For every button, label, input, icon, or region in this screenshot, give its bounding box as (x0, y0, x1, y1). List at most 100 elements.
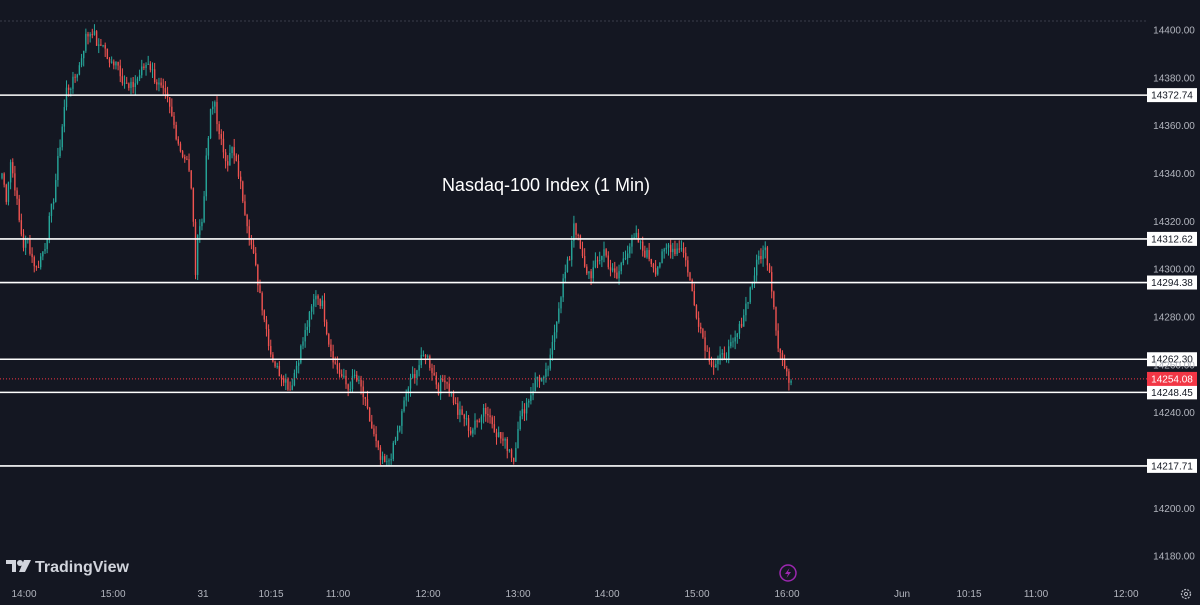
candle (121, 68, 124, 86)
candle (386, 454, 388, 467)
candle (57, 147, 59, 187)
candle (439, 375, 442, 400)
candle (20, 213, 23, 237)
candle (594, 252, 597, 269)
candle (639, 240, 642, 250)
candle (310, 304, 313, 320)
candle (717, 355, 719, 371)
candle (667, 243, 670, 256)
tradingview-logo[interactable]: TradingView (6, 559, 130, 576)
candles-layer (1, 24, 792, 467)
y-tick-label: 14240.00 (1153, 408, 1195, 419)
candle (431, 363, 433, 381)
candle (588, 271, 590, 280)
candle (252, 239, 255, 254)
y-tick-label: 14360.00 (1153, 121, 1195, 132)
candle (55, 173, 57, 203)
candle (773, 290, 775, 310)
candle (467, 415, 470, 438)
candle (525, 398, 528, 421)
candle (603, 241, 605, 263)
candle (562, 273, 564, 302)
candle (480, 414, 483, 430)
candle (257, 263, 259, 293)
candle (158, 77, 160, 92)
event-marker[interactable] (779, 564, 797, 582)
candle (37, 260, 40, 269)
candle (282, 375, 285, 387)
candle (50, 203, 53, 223)
candle (102, 44, 104, 48)
candle (40, 253, 42, 270)
candle (300, 344, 302, 365)
candle (276, 362, 278, 369)
candle (100, 38, 102, 46)
candle (291, 378, 293, 391)
candle (190, 169, 192, 190)
candle (487, 406, 489, 423)
candle (231, 146, 233, 159)
candle (250, 234, 253, 250)
candle (652, 262, 655, 273)
tradingview-logo-icon (6, 560, 31, 572)
candle (659, 261, 661, 269)
gear-icon[interactable] (1180, 588, 1192, 600)
level-price-label: 14248.45 (1147, 385, 1197, 400)
candle (581, 241, 584, 259)
candle (740, 317, 743, 329)
candle (63, 99, 66, 133)
candle (474, 413, 476, 435)
candle (323, 293, 326, 327)
candle (482, 403, 485, 424)
candle (175, 121, 177, 141)
candle (508, 448, 511, 453)
candle (392, 440, 394, 462)
candle (768, 263, 771, 274)
y-tick-label: 14400.00 (1153, 25, 1195, 36)
candle (371, 414, 373, 429)
candle (601, 255, 603, 268)
candle (334, 356, 336, 365)
candle (779, 348, 781, 360)
candle (134, 75, 136, 95)
candle (325, 319, 328, 336)
candle (708, 347, 711, 365)
candle (573, 215, 575, 248)
candle (143, 63, 145, 71)
candle (568, 256, 571, 261)
candle (130, 77, 132, 95)
time-axis[interactable]: 14:00 15:00 31 10:15 11:00 12:00 13:00 14:00 15:… (11, 589, 1138, 600)
candle (646, 247, 648, 259)
candle (153, 62, 156, 84)
x-tick-label: 11:00 (326, 589, 351, 600)
candle (631, 234, 633, 254)
x-tick-label: 14:00 (11, 589, 36, 600)
candle (184, 154, 186, 163)
candle (502, 432, 504, 446)
candle (145, 62, 147, 76)
candle (315, 290, 317, 308)
candle (734, 330, 736, 350)
candle (553, 324, 556, 351)
price-axis[interactable]: 14180.00 14200.00 14240.00 14260.00 14280.00… (1153, 25, 1195, 562)
candle (433, 365, 435, 376)
level-price-label: 14262.30 (1147, 352, 1197, 367)
candle (351, 369, 354, 393)
candle (682, 242, 685, 258)
candle (650, 258, 652, 267)
candle (448, 376, 450, 397)
candle (586, 264, 588, 276)
candle (265, 315, 268, 337)
candle (642, 236, 644, 257)
candle (98, 38, 100, 54)
candle (702, 327, 704, 339)
candle (356, 371, 358, 383)
candle (599, 251, 601, 265)
candle (409, 373, 412, 397)
candle (104, 42, 106, 57)
candle (76, 73, 78, 82)
candle (48, 212, 50, 244)
candle (497, 426, 500, 438)
candle (31, 247, 33, 263)
candle (289, 381, 291, 391)
